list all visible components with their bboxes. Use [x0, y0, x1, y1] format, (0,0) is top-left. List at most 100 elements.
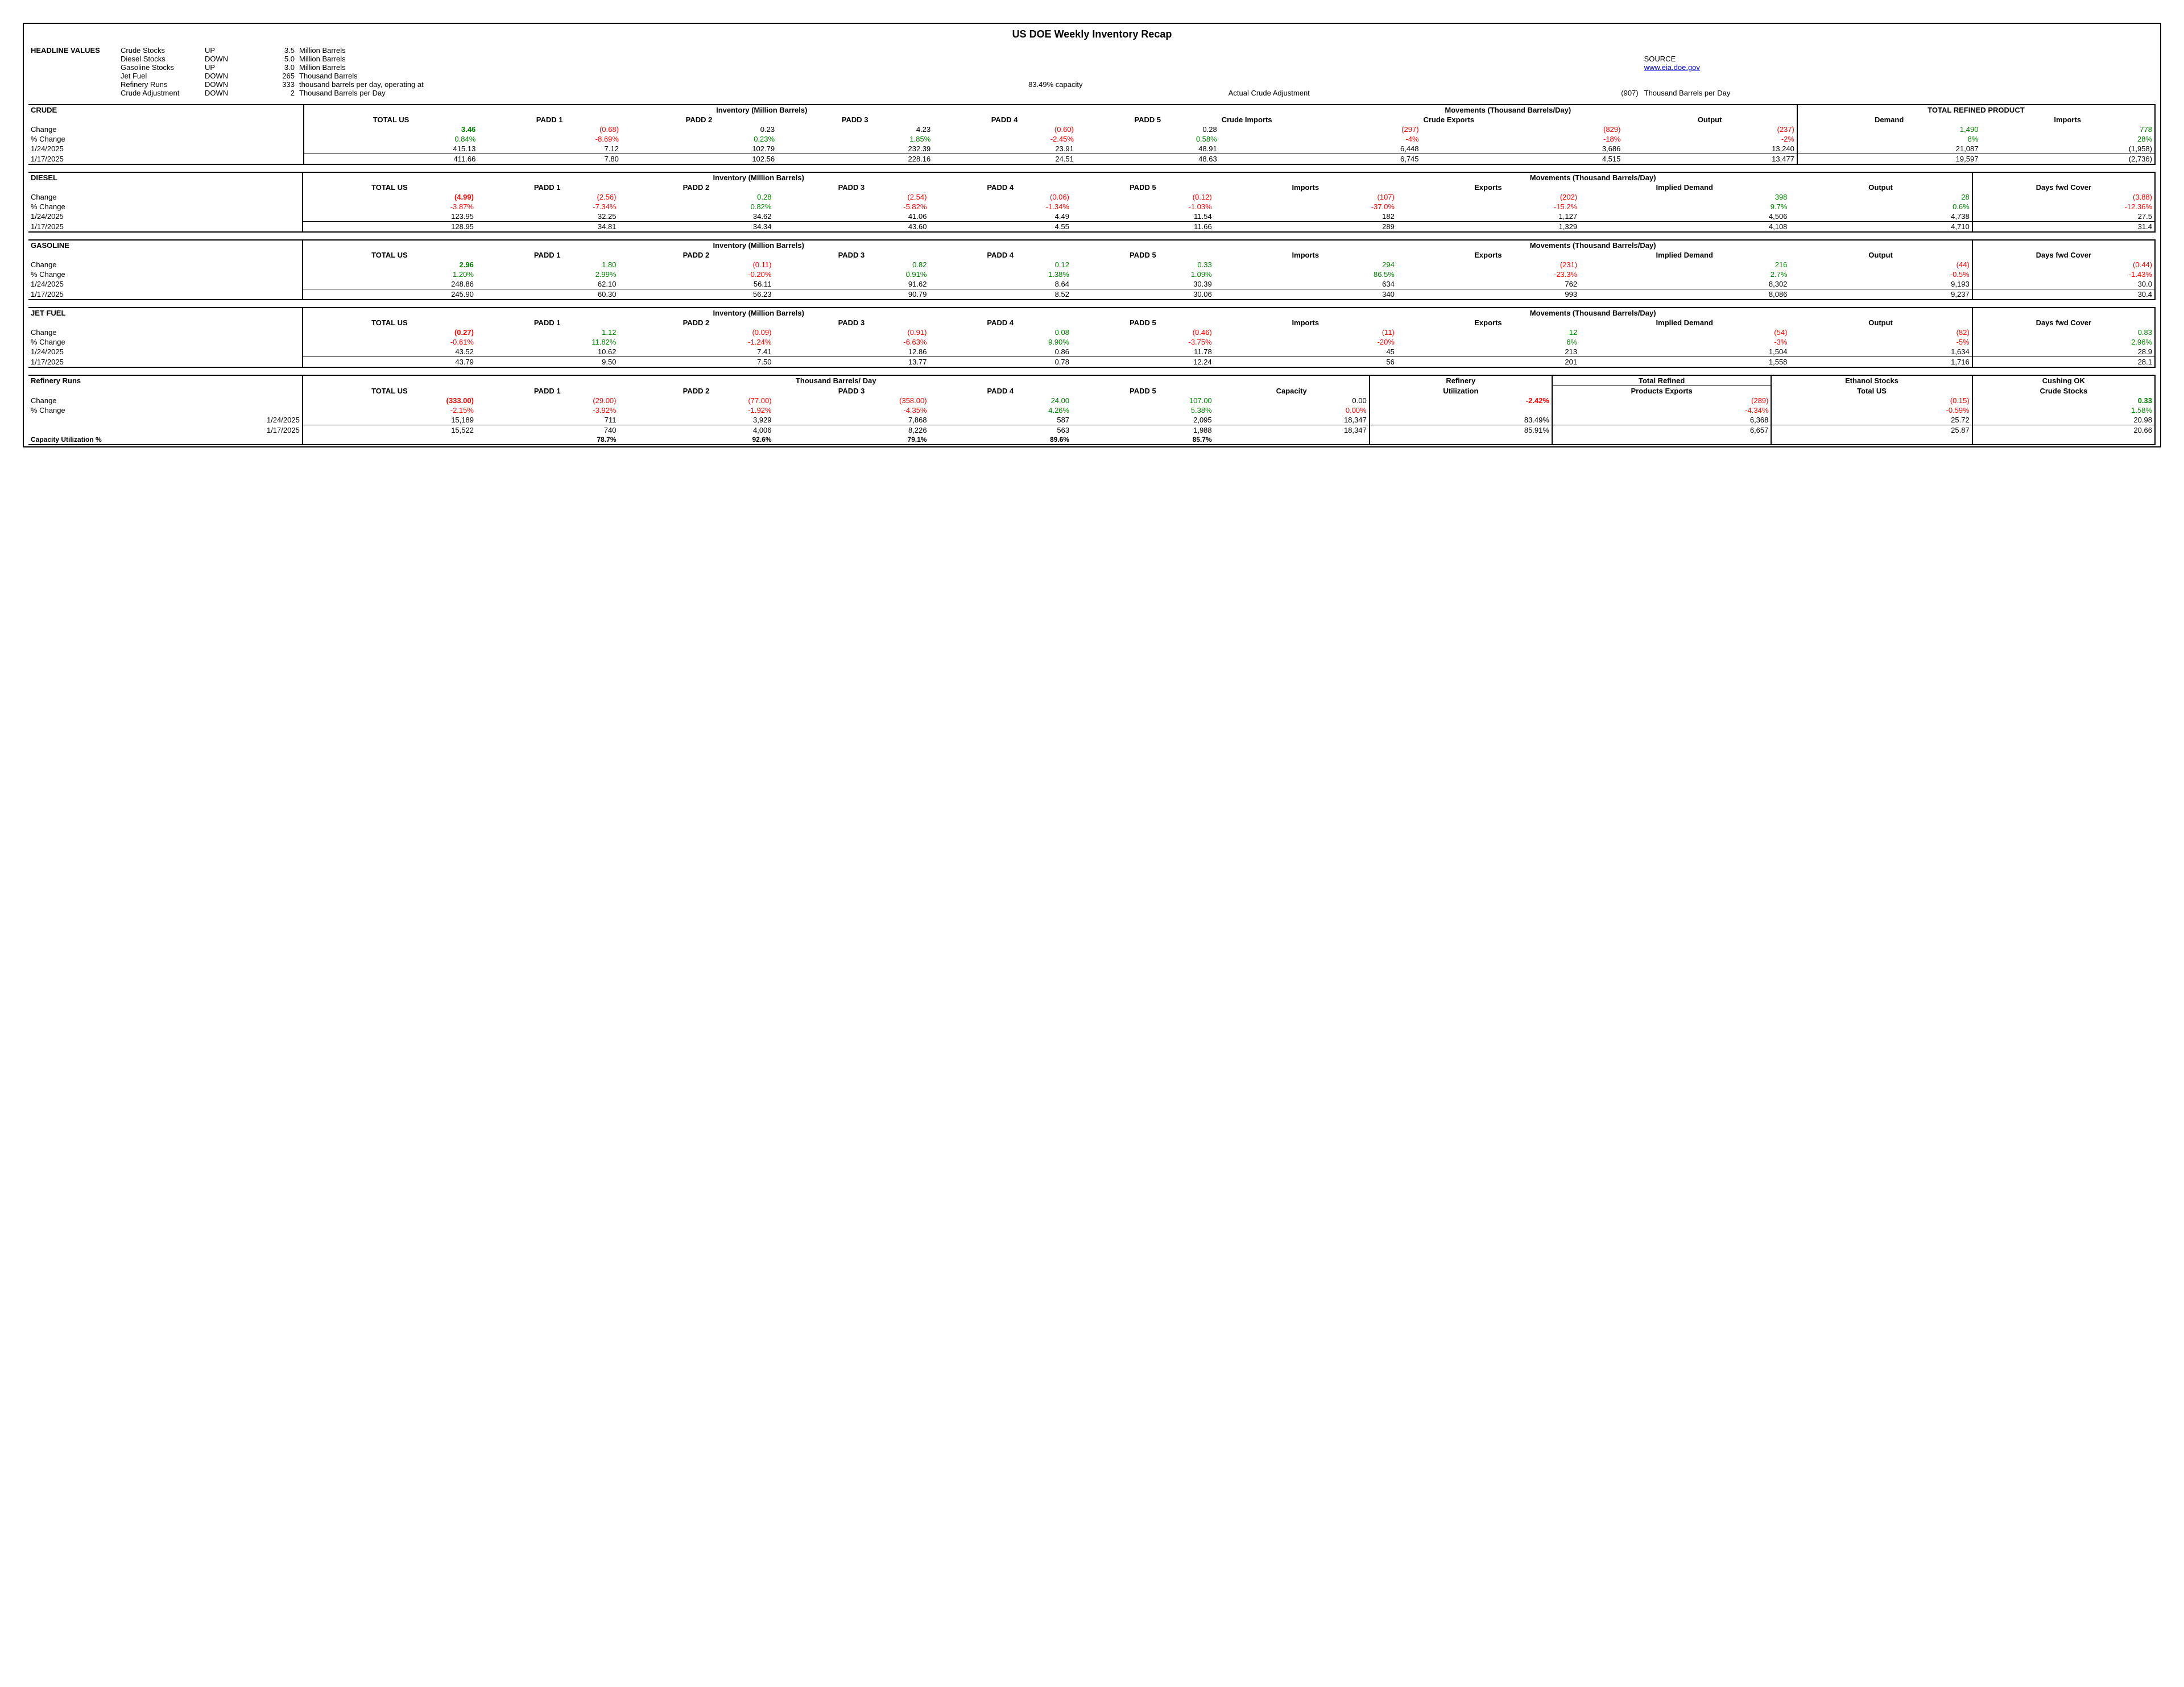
data-cell: 9.7% — [1579, 202, 1789, 212]
table-row: 1/24/202543.5210.627.4112.860.8611.78452… — [28, 347, 2155, 357]
data-cell: 4,738 — [1789, 212, 1972, 222]
data-cell: 11.82% — [476, 337, 619, 347]
data-cell: 1.09% — [1072, 270, 1214, 279]
data-cell: (44) — [1789, 260, 1972, 270]
cap-cell — [1771, 435, 1972, 445]
data-cell: 30.4 — [1972, 289, 2155, 300]
jetfuel-table: JET FUEL Inventory (Million Barrels) Mov… — [28, 307, 2156, 368]
col-hdr: Products Exports — [1552, 386, 1771, 396]
data-cell: (2.54) — [774, 192, 929, 202]
data-cell: -8.69% — [478, 134, 621, 144]
table-row: Change(333.00)(29.00)(77.00)(358.00)24.0… — [28, 396, 2155, 405]
data-cell: 12 — [1397, 328, 1579, 337]
data-cell: (0.60) — [933, 125, 1076, 134]
table-row: 1/17/2025128.9534.8134.3443.604.5511.662… — [28, 222, 2155, 233]
col-hdr: PADD 5 — [1072, 318, 1214, 328]
data-cell: (3.88) — [1972, 192, 2155, 202]
data-cell: 563 — [929, 425, 1072, 436]
gasoline-table: GASOLINE Inventory (Million Barrels) Mov… — [28, 239, 2156, 300]
data-cell: 740 — [476, 425, 619, 436]
table-row: Change3.46(0.68)0.234.23(0.60)0.28(297)(… — [28, 125, 2155, 134]
row-label: 1/24/2025 — [28, 279, 303, 289]
data-cell: 4.49 — [929, 212, 1072, 222]
trp-header: Total Refined — [1552, 375, 1771, 386]
data-cell: (2,736) — [1980, 154, 2155, 165]
movements-header: Movements (Thousand Barrels/Day) — [1214, 172, 1972, 183]
row-label: 1/17/2025 — [28, 425, 303, 436]
table-row: Change(4.99)(2.56)0.28(2.54)(0.06)(0.12)… — [28, 192, 2155, 202]
data-cell: (0.46) — [1072, 328, 1214, 337]
report-page: US DOE Weekly Inventory Recap HEADLINE V… — [23, 23, 2161, 447]
data-cell: 10.62 — [476, 347, 619, 357]
column-header-row: TOTAL US PADD 1 PADD 2 PADD 3 PADD 4 PAD… — [28, 318, 2155, 328]
data-cell: 43.79 — [303, 357, 476, 368]
data-cell: 15,189 — [303, 415, 476, 425]
table-row: 1/24/2025415.137.12102.79232.3923.9148.9… — [28, 144, 2155, 154]
data-cell: (0.27) — [303, 328, 476, 337]
tbd-header: Thousand Barrels/ Day — [303, 375, 1370, 386]
col-hdr: PADD 4 — [929, 250, 1072, 260]
data-cell: 83.49% — [1370, 415, 1552, 425]
data-cell: 0.91% — [774, 270, 929, 279]
data-cell: 86.5% — [1214, 270, 1397, 279]
cap-cell — [1214, 435, 1370, 445]
data-cell: 62.10 — [476, 279, 619, 289]
data-cell: 28 — [1789, 192, 1972, 202]
col-hdr: PADD 1 — [476, 183, 619, 192]
col-hdr: PADD 4 — [929, 318, 1072, 328]
data-cell: -20% — [1214, 337, 1397, 347]
hl-dir: DOWN — [202, 55, 258, 63]
data-cell: -15.2% — [1397, 202, 1579, 212]
data-cell: -3.75% — [1072, 337, 1214, 347]
hl-dir: DOWN — [202, 80, 258, 89]
data-cell: 1,490 — [1797, 125, 1981, 134]
data-cell: 8,226 — [774, 425, 929, 436]
data-cell: 8.52 — [929, 289, 1072, 300]
col-hdr: Days fwd Cover — [1972, 183, 2155, 192]
data-cell: 2.99% — [476, 270, 619, 279]
table-row: % Change-2.15%-3.92%-1.92%-4.35%4.26%5.3… — [28, 405, 2155, 415]
section-name: JET FUEL — [28, 308, 303, 318]
movements-header: Movements (Thousand Barrels/Day) — [1214, 308, 1972, 318]
col-hdr: Utilization — [1370, 386, 1552, 396]
row-label: 1/24/2025 — [28, 347, 303, 357]
hl-unit: Thousand Barrels per Day — [297, 89, 1026, 97]
hl-unit: Million Barrels — [297, 46, 1642, 55]
data-cell: -5% — [1789, 337, 1972, 347]
col-hdr: Imports — [1980, 115, 2155, 125]
data-cell: -0.5% — [1789, 270, 1972, 279]
data-cell: (829) — [1421, 125, 1623, 134]
col-hdr: TOTAL US — [304, 115, 478, 125]
section-name: Refinery Runs — [28, 375, 303, 386]
data-cell: 4.26% — [929, 405, 1072, 415]
column-header-row: TOTAL US PADD 1 PADD 2 PADD 3 PADD 4 PAD… — [28, 115, 2155, 125]
data-cell: 228.16 — [777, 154, 933, 165]
data-cell — [1370, 405, 1552, 415]
row-label: 1/17/2025 — [28, 357, 303, 368]
data-cell: 25.72 — [1771, 415, 1972, 425]
data-cell: -3% — [1579, 337, 1789, 347]
source-link[interactable]: www.eia.doe.gov — [1644, 63, 1700, 72]
data-cell: -2.42% — [1370, 396, 1552, 405]
hl-val: 3.0 — [258, 63, 297, 72]
row-label: % Change — [28, 337, 303, 347]
col-hdr: PADD 2 — [618, 318, 774, 328]
col-hdr: PADD 3 — [774, 183, 929, 192]
cap-cell: 92.6% — [619, 435, 774, 445]
data-cell: 1,558 — [1579, 357, 1789, 368]
data-cell: 19,597 — [1797, 154, 1981, 165]
row-label: 1/24/2025 — [28, 144, 304, 154]
data-cell: 2.7% — [1579, 270, 1789, 279]
col-hdr: PADD 2 — [619, 386, 774, 396]
col-hdr: TOTAL US — [303, 318, 476, 328]
row-label: % Change — [28, 405, 303, 415]
data-cell: -1.34% — [929, 202, 1072, 212]
cap-cell: 89.6% — [929, 435, 1072, 445]
data-cell: 56.23 — [618, 289, 774, 300]
data-cell: (0.91) — [774, 328, 929, 337]
column-header-row: TOTAL US PADD 1 PADD 2 PADD 3 PADD 4 PAD… — [28, 183, 2155, 192]
row-label: % Change — [28, 134, 304, 144]
data-cell: 0.33 — [1972, 396, 2155, 405]
data-cell: 27.5 — [1972, 212, 2155, 222]
data-cell: 245.90 — [303, 289, 476, 300]
